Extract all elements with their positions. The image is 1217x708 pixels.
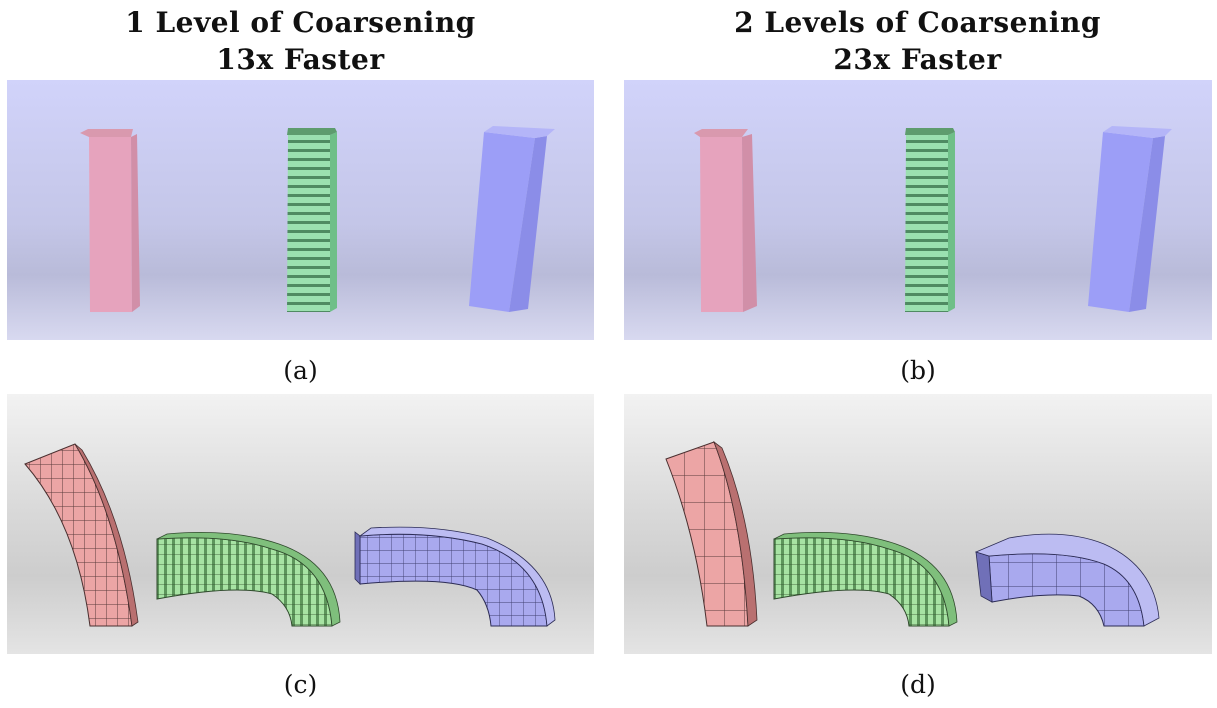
panel-d-render	[624, 394, 1212, 654]
panel-a-render	[7, 80, 594, 340]
green-column	[287, 128, 337, 312]
green-column	[905, 128, 955, 312]
caption-b: (b)	[900, 356, 936, 385]
panel-b-render	[624, 80, 1212, 340]
column-title-left: 1 Level of Coarsening 13x Faster	[7, 4, 594, 78]
title-left-line2: 13x Faster	[216, 43, 385, 76]
blue-column	[469, 126, 555, 312]
pink-column	[80, 129, 140, 312]
title-right-line2: 23x Faster	[833, 43, 1002, 76]
green-arch	[773, 531, 958, 627]
pink-bent-column	[665, 440, 758, 627]
title-right-line1: 2 Levels of Coarsening	[734, 6, 1101, 39]
caption-a: (a)	[283, 356, 318, 385]
blue-arch	[974, 533, 1160, 627]
blue-column	[1088, 126, 1172, 312]
panel-c-render	[7, 394, 594, 654]
blue-arch	[354, 526, 556, 627]
green-arch	[156, 531, 341, 627]
column-title-right: 2 Levels of Coarsening 23x Faster	[624, 4, 1211, 78]
pink-column	[694, 129, 757, 312]
pink-bent-column	[24, 443, 139, 627]
title-left-line1: 1 Level of Coarsening	[125, 6, 476, 39]
caption-d: (d)	[900, 670, 936, 699]
caption-c: (c)	[283, 670, 318, 699]
